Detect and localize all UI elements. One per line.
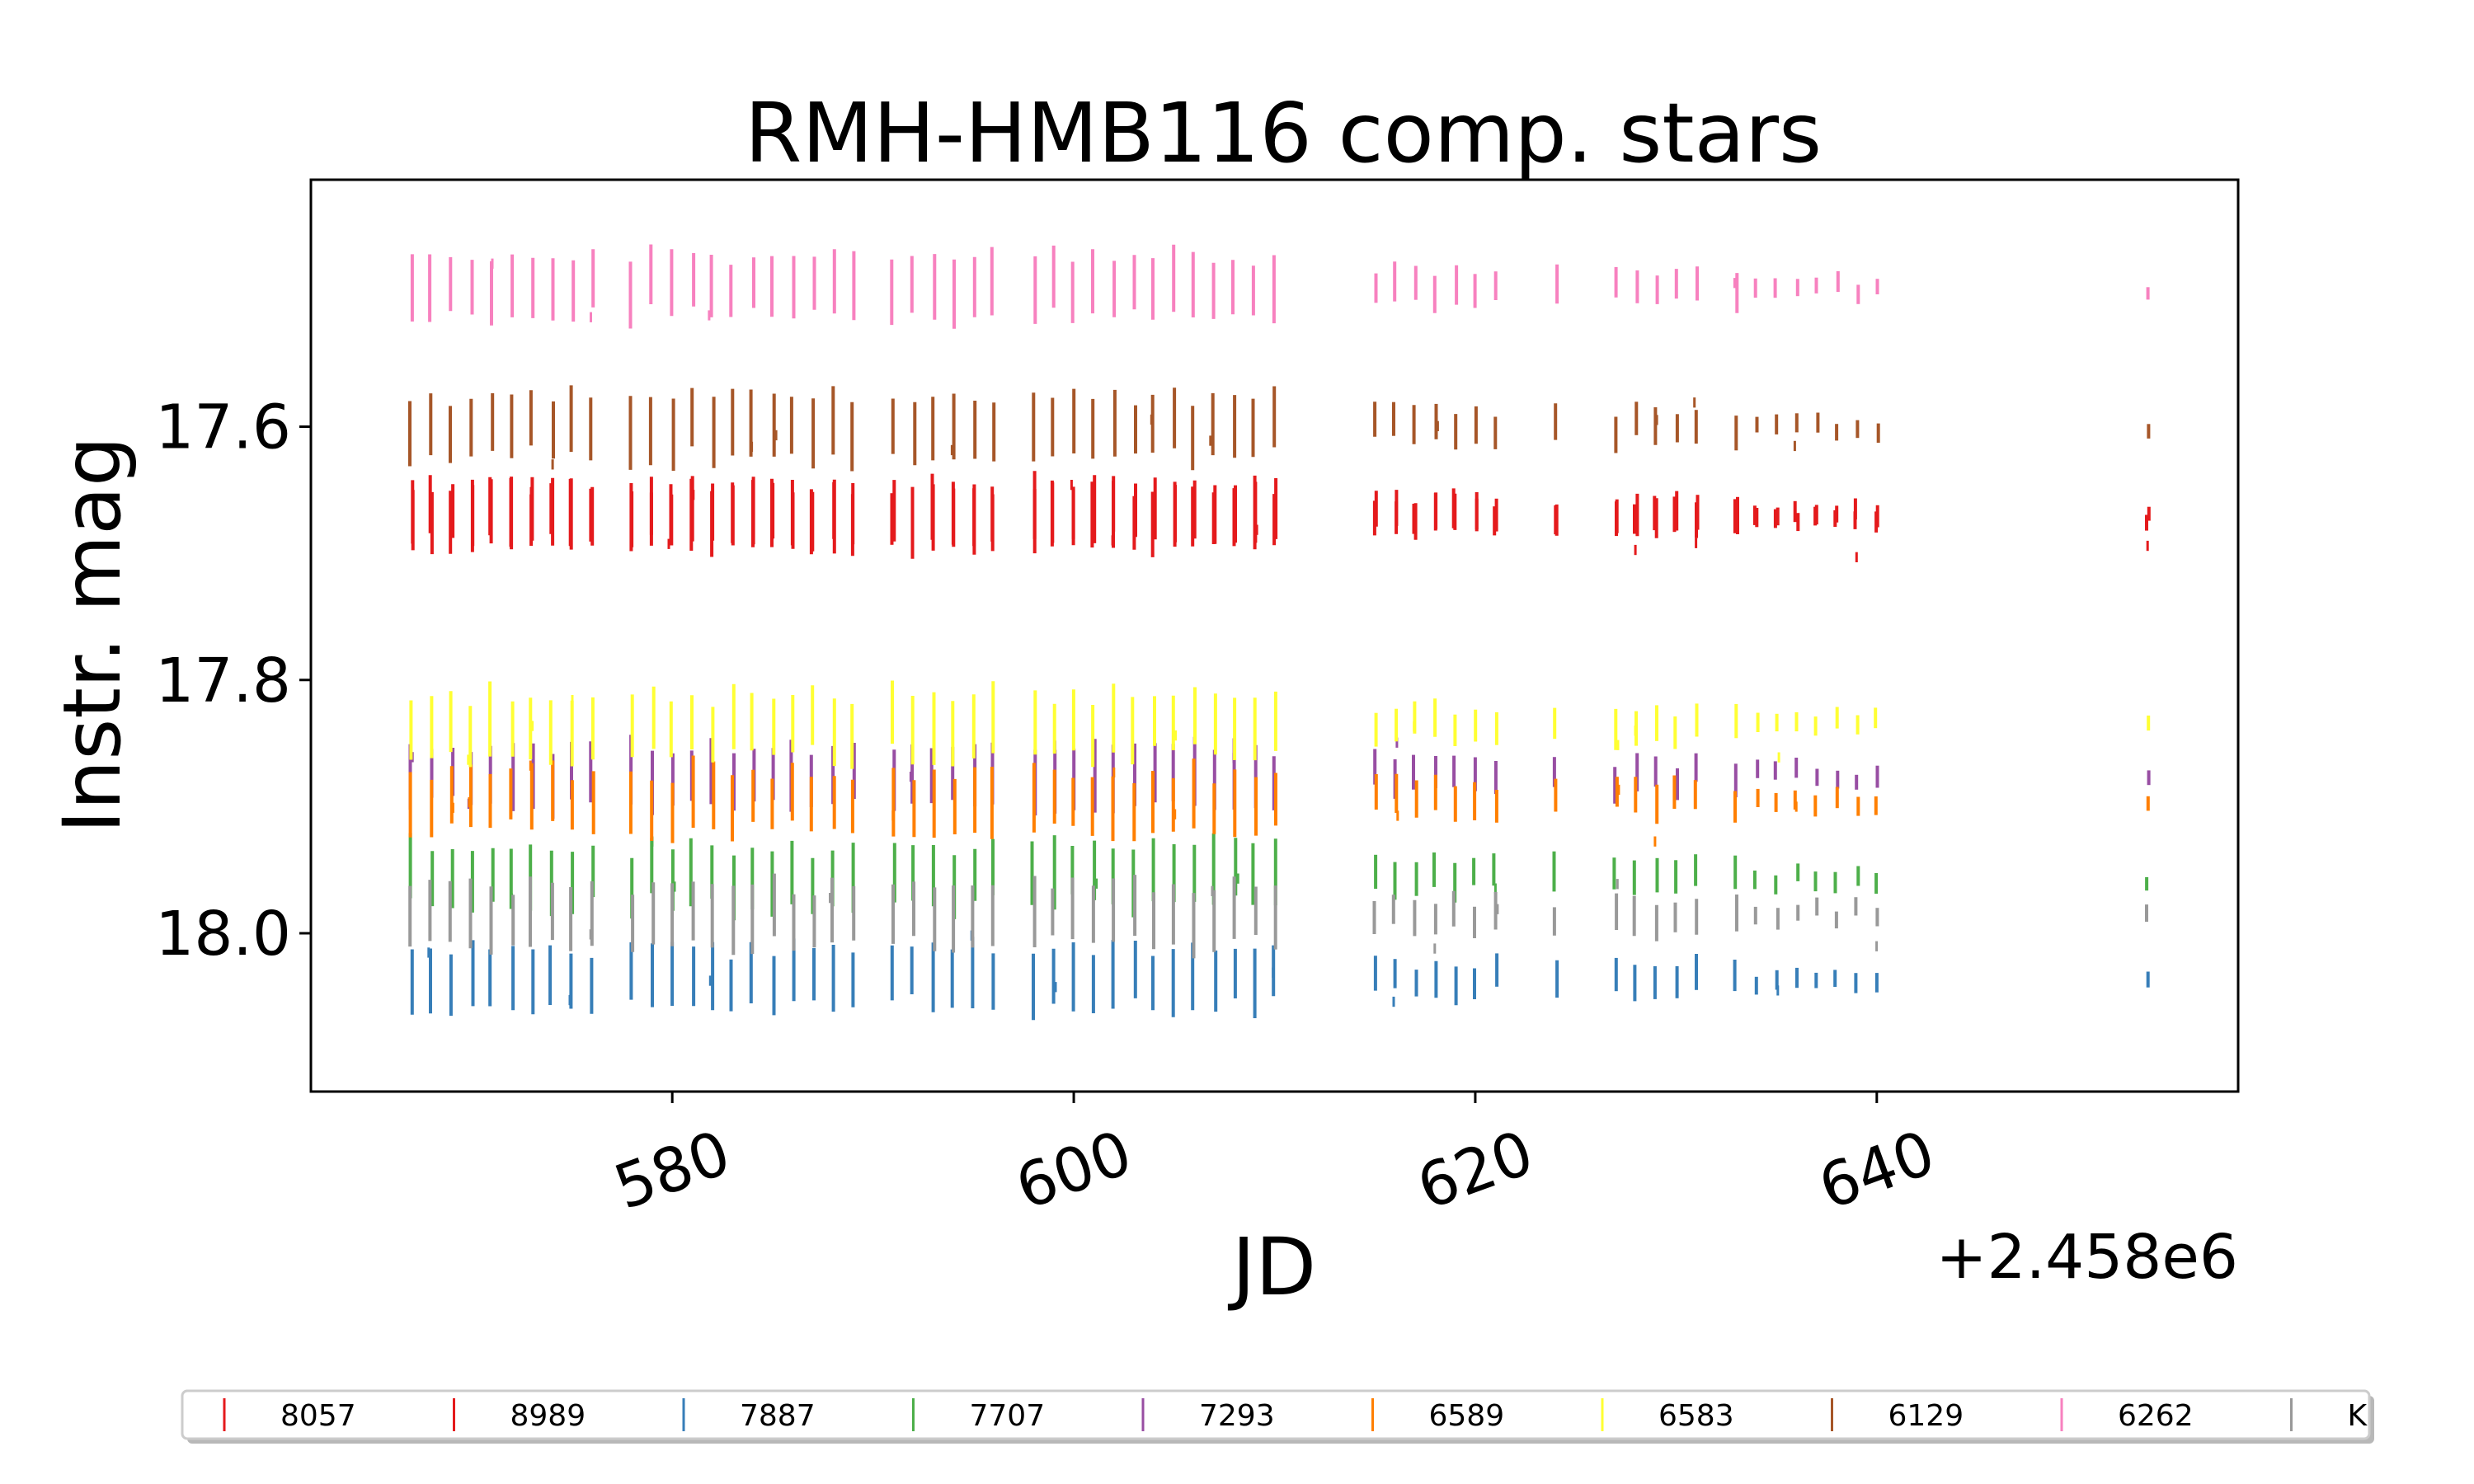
y-axis: 17.6 17.8 18.0	[155, 392, 311, 970]
y-axis-label: Instr. mag	[46, 436, 139, 834]
legend-item-7707: 7707	[912, 1398, 1046, 1433]
x-tick-label: 620	[1409, 1117, 1542, 1223]
legend-item-6589: 6589	[1371, 1398, 1505, 1433]
legend-item-7293: 7293	[1141, 1398, 1275, 1433]
legend-label: 8057	[280, 1399, 356, 1433]
legend: 8057 8989 7887 7707 7293 6589 6583 6129 6262 K	[181, 1389, 2374, 1444]
series-6583-marks	[409, 680, 2151, 769]
legend-label: 6129	[1888, 1399, 1964, 1433]
legend-label: 6589	[1429, 1399, 1505, 1433]
legend-item-6262: 6262	[2060, 1398, 2194, 1433]
series-6129-marks	[408, 385, 2151, 472]
data-marks	[408, 244, 2151, 1021]
y-tick-label: 17.8	[155, 646, 291, 716]
plot-frame	[309, 178, 2240, 1093]
legend-box	[181, 1389, 2371, 1440]
x-axis-label: JD	[1228, 1221, 1316, 1313]
y-tick-label: 18.0	[155, 899, 291, 970]
legend-item-6129: 6129	[1831, 1398, 1964, 1433]
legend-label: 6262	[2118, 1399, 2194, 1433]
x-tick-label: 640	[1810, 1117, 1944, 1223]
series-6262-marks	[410, 244, 2150, 329]
legend-label: 7887	[740, 1399, 816, 1433]
chart-title: RMH-HMB116 comp. stars	[745, 85, 1822, 181]
x-axis: 580 600 620 640	[605, 1092, 1944, 1223]
legend-label: 8989	[510, 1399, 586, 1433]
legend-label: 7707	[970, 1399, 1046, 1433]
legend-item-8989: 8989	[453, 1398, 586, 1433]
legend-item-K: K	[2290, 1398, 2368, 1433]
x-tick-label: 600	[1007, 1117, 1141, 1223]
legend-item-7887: 7887	[682, 1398, 816, 1433]
series-K-marks	[408, 873, 2148, 959]
series-8057-marks	[411, 475, 2148, 562]
legend-label: K	[2348, 1399, 2368, 1433]
legend-item-6583: 6583	[1601, 1398, 1734, 1433]
y-tick-label: 17.6	[155, 392, 291, 463]
legend-label: 6583	[1658, 1399, 1734, 1433]
series-6589-marks	[408, 755, 2150, 847]
legend-label: 7293	[1199, 1399, 1275, 1433]
series-7887-marks	[410, 930, 2150, 1021]
x-tick-label: 580	[605, 1117, 739, 1223]
x-offset-label: +2.458e6	[1936, 1222, 2238, 1293]
series-8989-marks	[411, 471, 2151, 557]
legend-item-8057: 8057	[223, 1398, 356, 1433]
